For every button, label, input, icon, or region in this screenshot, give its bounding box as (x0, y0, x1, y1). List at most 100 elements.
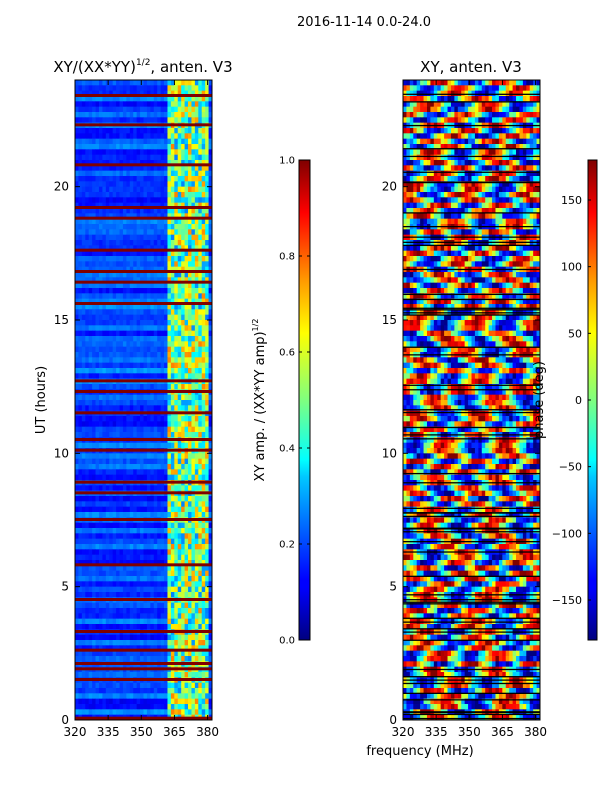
heatmap-cell (146, 197, 151, 204)
heatmap-cell (205, 304, 209, 310)
heatmap-cell (116, 202, 120, 209)
heatmap-cell (98, 560, 103, 566)
heatmap-cell (81, 176, 86, 182)
heatmap-cell (184, 106, 189, 113)
heatmap-cell (184, 288, 189, 294)
heatmap-cell (122, 181, 127, 188)
heatmap-cell (81, 458, 86, 465)
heatmap-cell (201, 586, 206, 593)
heatmap-cell (188, 314, 192, 321)
heatmap-cell (133, 656, 138, 662)
heatmap-cell (119, 213, 124, 220)
heatmap-cell (170, 336, 175, 342)
heatmap-cell (98, 250, 103, 257)
heatmap-cell (188, 501, 192, 508)
heatmap-cell (92, 352, 96, 358)
heatmap-cell (198, 613, 203, 620)
heatmap-cell (146, 96, 151, 102)
heatmap-cell (143, 149, 148, 156)
heatmap-cell (105, 96, 110, 102)
heatmap-cell (112, 250, 117, 257)
heatmap-cell (160, 453, 165, 460)
heatmap-cell (85, 592, 90, 598)
heatmap-cell (119, 496, 124, 502)
heatmap-cell (170, 181, 175, 188)
heatmap-cell (81, 485, 86, 492)
heatmap-cell (201, 592, 206, 598)
heatmap-cell (153, 368, 158, 374)
heatmap-cell (201, 352, 206, 358)
heatmap-cell (109, 330, 114, 337)
heatmap-cell (170, 218, 175, 225)
heatmap-cell (201, 208, 206, 214)
heatmap-cell (146, 426, 151, 433)
heatmap-cell (181, 528, 185, 534)
heatmap-cell (140, 512, 144, 518)
heatmap-cell (143, 581, 148, 588)
heatmap-cell (181, 421, 185, 428)
heatmap-cell (81, 154, 86, 161)
heatmap-cell (150, 165, 155, 172)
heatmap-cell (170, 101, 175, 108)
heatmap-cell (92, 101, 96, 108)
heatmap-cell (140, 650, 144, 657)
heatmap-cell (95, 320, 100, 326)
heatmap-cell (109, 442, 114, 449)
heatmap-cell (150, 90, 155, 97)
heatmap-cell (85, 144, 90, 150)
heatmap-cell (164, 581, 168, 588)
heatmap-cell (136, 640, 141, 646)
heatmap-cell (95, 656, 100, 662)
heatmap-cell (198, 373, 203, 380)
heatmap-cell (129, 373, 134, 380)
heatmap-cell (109, 565, 114, 572)
heatmap-cell (201, 298, 206, 305)
heatmap-cell (75, 432, 79, 438)
heatmap-cell (184, 704, 189, 710)
heatmap-cell (167, 373, 172, 380)
heatmap-cell (88, 336, 93, 342)
heatmap-cell (205, 682, 209, 689)
heatmap-cell (150, 570, 155, 577)
heatmap-cell (170, 282, 175, 289)
heatmap-cell (129, 485, 134, 492)
heatmap-cell (109, 464, 114, 470)
heatmap-cell (81, 618, 86, 625)
heatmap-cell (102, 218, 107, 225)
heatmap-cell (208, 373, 213, 380)
heatmap-cell (444, 85, 448, 92)
heatmap-cell (105, 384, 110, 390)
heatmap-cell (102, 176, 107, 182)
heatmap-cell (129, 618, 134, 625)
heatmap-cell (126, 650, 131, 657)
heatmap-cell (129, 213, 134, 220)
heatmap-cell (184, 533, 189, 540)
heatmap-cell (136, 613, 141, 620)
heatmap-cell (136, 442, 141, 449)
heatmap-cell (164, 650, 168, 657)
heatmap-cell (194, 581, 199, 588)
heatmap-cell (133, 432, 138, 438)
heatmap-cell (116, 442, 120, 449)
heatmap-cell (122, 373, 127, 380)
heatmap-cell (95, 85, 100, 92)
heatmap-cell (174, 133, 179, 140)
heatmap-cell (198, 117, 203, 124)
heatmap-cell (136, 709, 141, 716)
heatmap-cell (92, 224, 96, 230)
heatmap-cell (85, 458, 90, 465)
heatmap-cell (498, 90, 503, 97)
heatmap-cell (98, 154, 103, 161)
heatmap-cell (164, 90, 168, 97)
heatmap-cell (75, 202, 79, 209)
heatmap-cell (129, 650, 134, 657)
heatmap-cell (133, 693, 138, 700)
heatmap-cell (102, 570, 107, 577)
heatmap-cell (140, 704, 144, 710)
heatmap-cell (140, 464, 144, 470)
heatmap-cell (143, 368, 148, 374)
heatmap-cell (81, 288, 86, 294)
heatmap-cell (140, 602, 144, 609)
heatmap-cell (205, 170, 209, 177)
heatmap-cell (205, 693, 209, 700)
